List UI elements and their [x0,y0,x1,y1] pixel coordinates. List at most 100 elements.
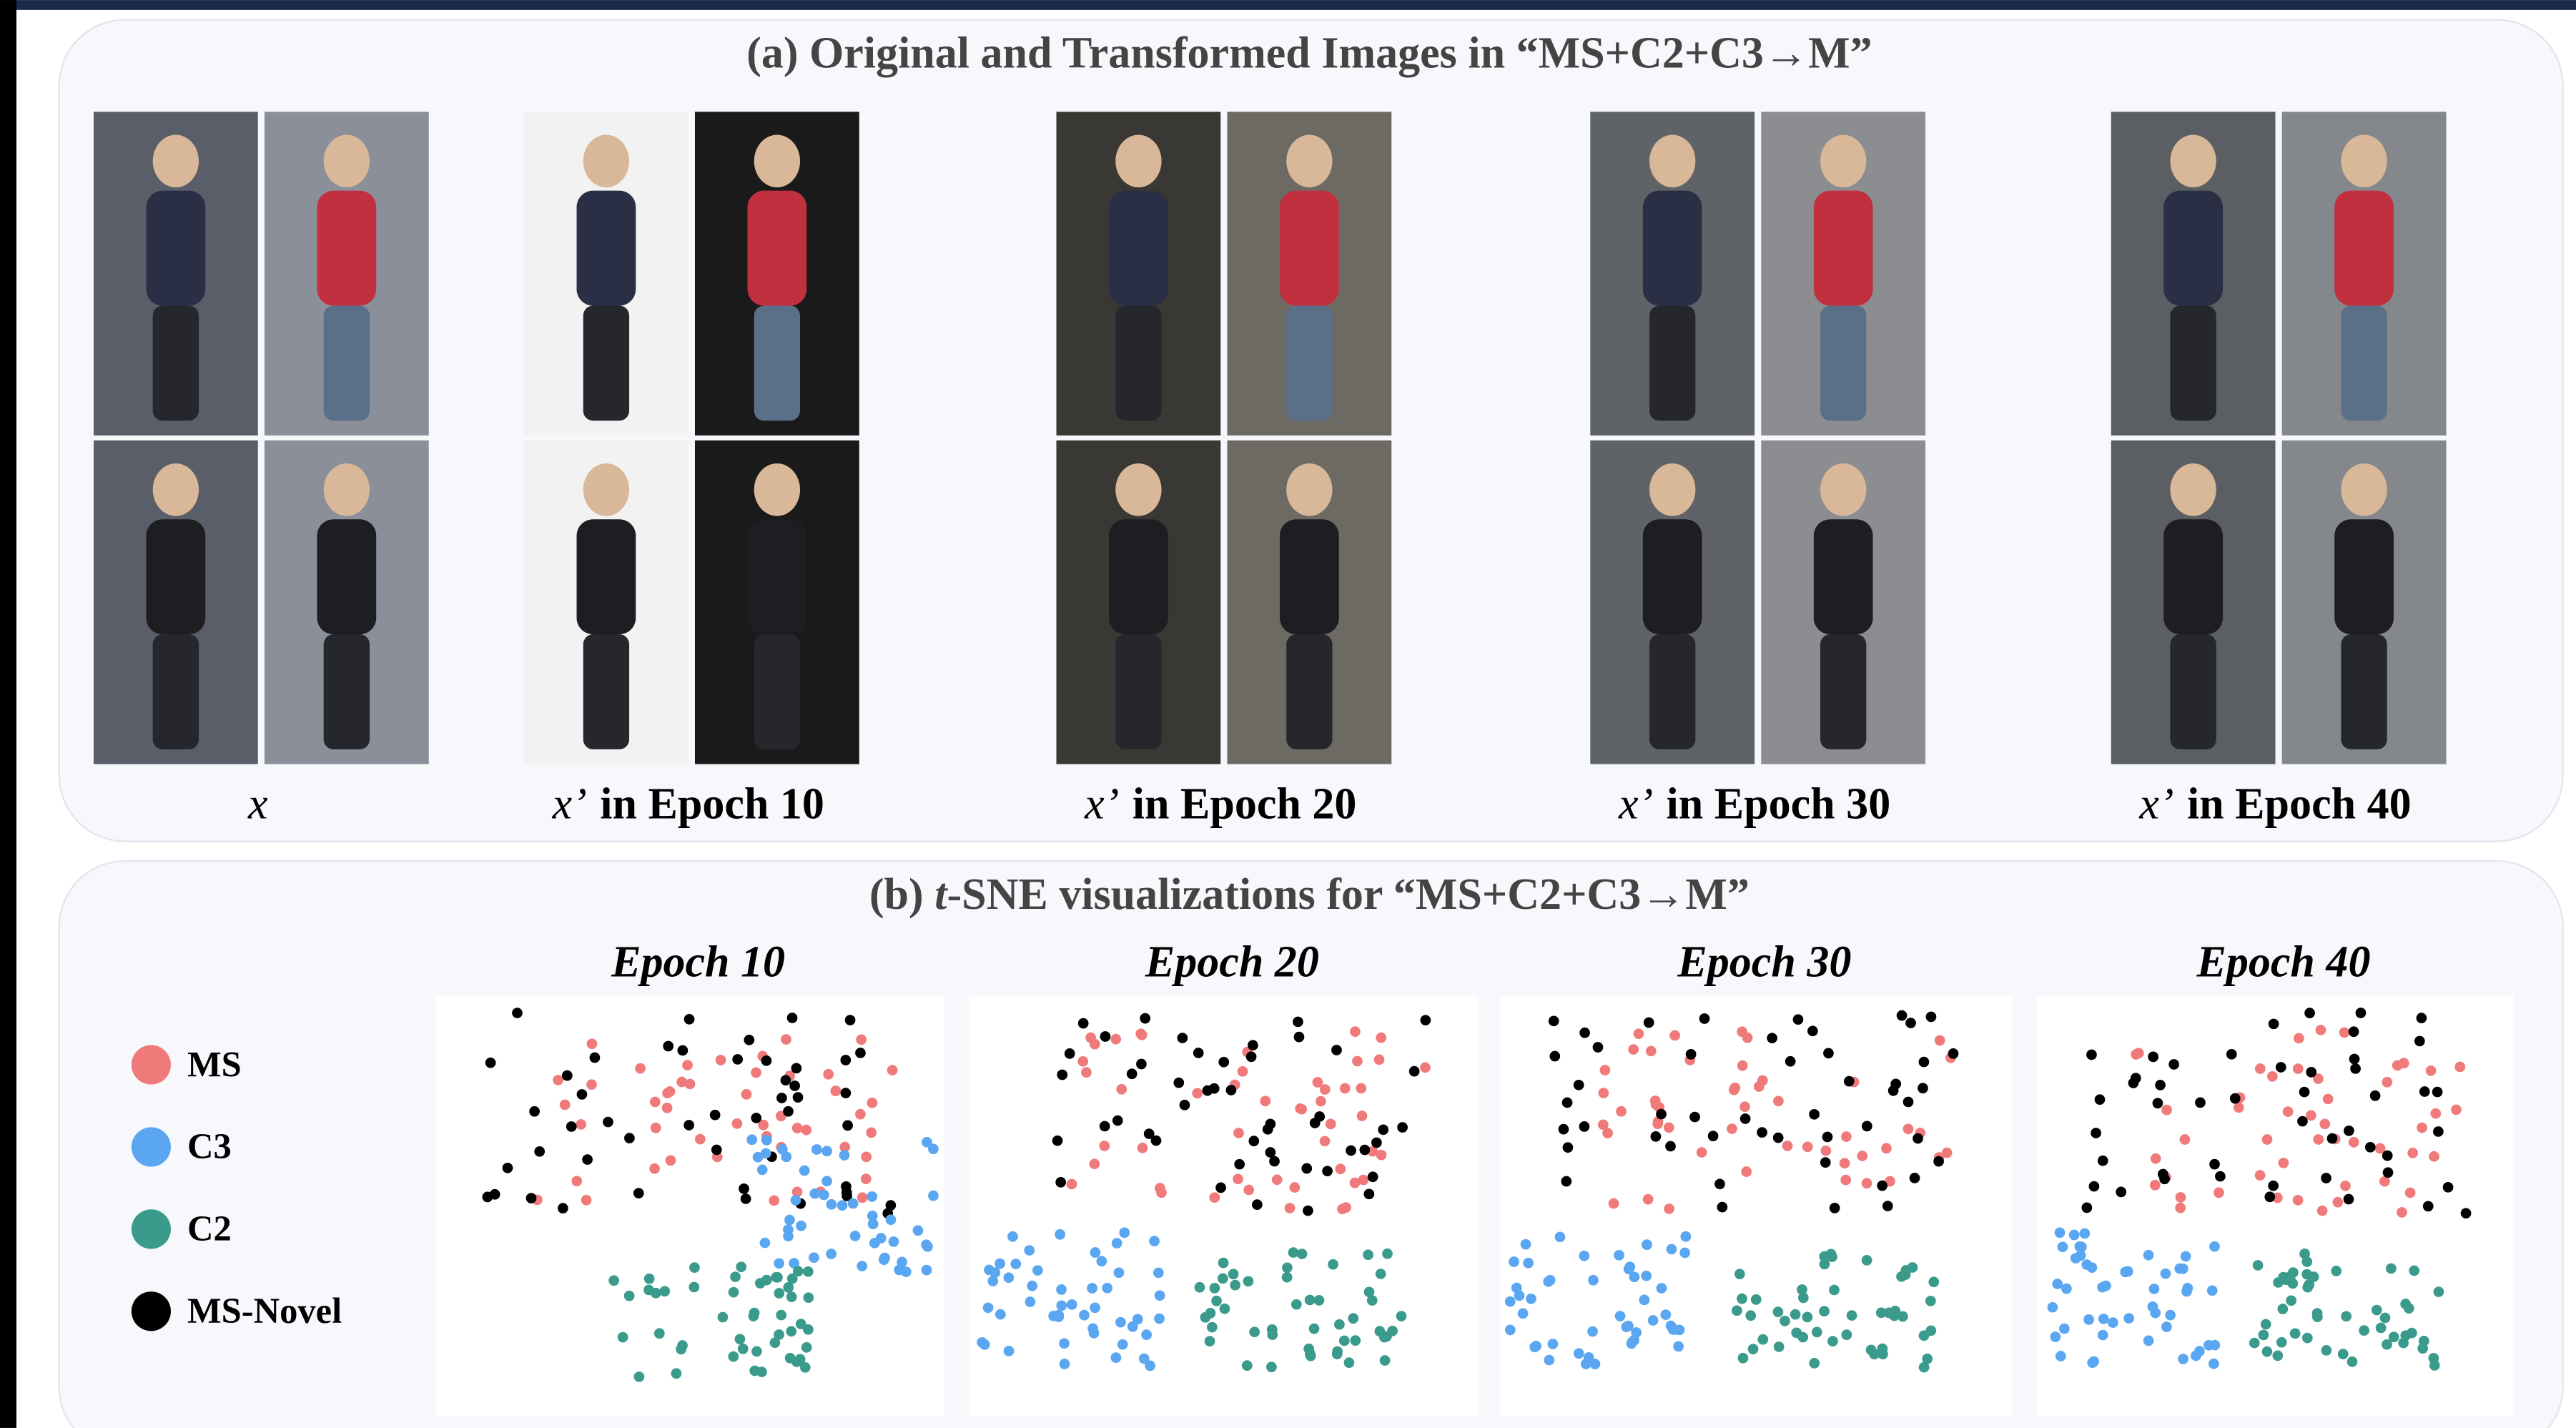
tsne-point [2302,1333,2313,1344]
tsne-point [635,1063,646,1074]
tsne-point [2290,1328,2301,1339]
tsne-point [850,1231,861,1241]
tsne-point [741,1089,752,1100]
head [2341,463,2387,516]
tsne-point [2323,1094,2334,1105]
legend-label: MS [187,1044,242,1084]
tsne-point [1621,1321,1632,1332]
tsne-point [1156,1187,1167,1198]
tsne-point [1352,1056,1363,1067]
tsne-point [2059,1324,2070,1334]
plot-title: Epoch 20 [1145,937,1319,986]
tsne-point [1025,1296,1036,1307]
person-image [1590,112,1755,435]
tsne-point [624,1133,635,1143]
tsne-point [2158,1169,2168,1180]
tsne-point [1328,1259,1338,1270]
head [583,135,629,188]
tsne-point [684,1014,695,1025]
tsne-point [774,1288,784,1299]
tsne-point [819,1190,829,1201]
tsne-point [1847,1310,1857,1321]
tsne-point [1282,1272,1293,1283]
tsne-point [1555,1231,1566,1242]
tsne-point [1027,1281,1037,1291]
tsne-point [1740,1113,1751,1124]
tsne-point [1614,1250,1624,1261]
person-image [2282,112,2447,435]
tsne-point [736,1261,746,1272]
tsne-point [1822,1132,1833,1143]
tsne-point [1314,1111,1325,1122]
tsne-point [1090,1302,1100,1313]
tsne-point [735,1334,746,1344]
legs [1286,305,1332,420]
title-prefix: (b) [869,870,934,919]
tsne-point [1798,1293,1809,1304]
tsne-point [785,1353,796,1364]
tsne-point [1544,1355,1554,1366]
tsne-point [1600,1065,1611,1075]
head [2170,135,2216,188]
tsne-point [1192,1088,1203,1098]
tsne-point [739,1183,749,1194]
tsne-point [784,1215,795,1226]
tsne-point [1234,1159,1245,1170]
tsne-point [1344,1357,1355,1368]
tsne-point [1862,1178,1872,1188]
person-image [2111,440,2276,764]
tsne-point [662,1103,673,1113]
tsne-point [1802,1312,1813,1323]
tsne-point [1087,1323,1098,1334]
tsne-point [1364,1188,1375,1199]
tsne-point [787,1013,798,1023]
tsne-point [1664,1203,1674,1214]
tsne-point [1757,1127,1767,1138]
tsne-point [1518,1308,1529,1319]
tsne-point [603,1117,613,1128]
tsne-point [1348,1313,1358,1324]
tsne-point [1708,1131,1719,1141]
tsne-point [1767,1033,1777,1043]
tsne-point [1935,1035,1945,1046]
tsne-point [1521,1239,1531,1250]
tsne-point [772,1272,783,1283]
tsne-point [792,1123,803,1133]
tsne-point [1102,1283,1112,1294]
tsne-point [1322,1166,1333,1176]
tsne-point [738,1344,749,1354]
tsne-point [1574,1348,1584,1359]
tsne-point [856,1034,867,1045]
tsne-point [1774,1341,1785,1352]
tsne-point [1574,1080,1584,1090]
tsne-point [1087,1283,1097,1294]
tsne-point [861,1151,872,1162]
tsne-point [857,1192,868,1203]
tsne-point [1272,1174,1283,1185]
head [1820,463,1866,516]
tsne-point [2419,1086,2430,1097]
tsne-point [2150,1308,2161,1319]
tsne-point [2349,1054,2360,1065]
tsne-point [2400,1299,2411,1309]
caption-symbol: x’ [1618,780,1653,829]
tsne-point [1151,1136,1162,1146]
tsne-point [757,1165,768,1176]
tsne-point [1260,1095,1270,1106]
tsne-point [2249,1338,2260,1349]
tsne-point [1819,1306,1830,1316]
tsne-point [1248,1040,1258,1050]
legs [324,305,370,420]
tsne-point [1396,1311,1407,1321]
person-image [2282,440,2447,764]
tsne-point [1078,1018,1089,1029]
tsne-point [1138,1143,1148,1153]
tsne-point [2143,1336,2154,1346]
tsne-point [2253,1260,2264,1271]
tsne-point [1218,1057,1229,1068]
tsne-point [581,1195,592,1206]
tsne-point [1882,1201,1893,1211]
tsne-point [2191,1351,2201,1361]
tsne-point [1100,1121,1110,1132]
tsne-point [922,1265,932,1276]
